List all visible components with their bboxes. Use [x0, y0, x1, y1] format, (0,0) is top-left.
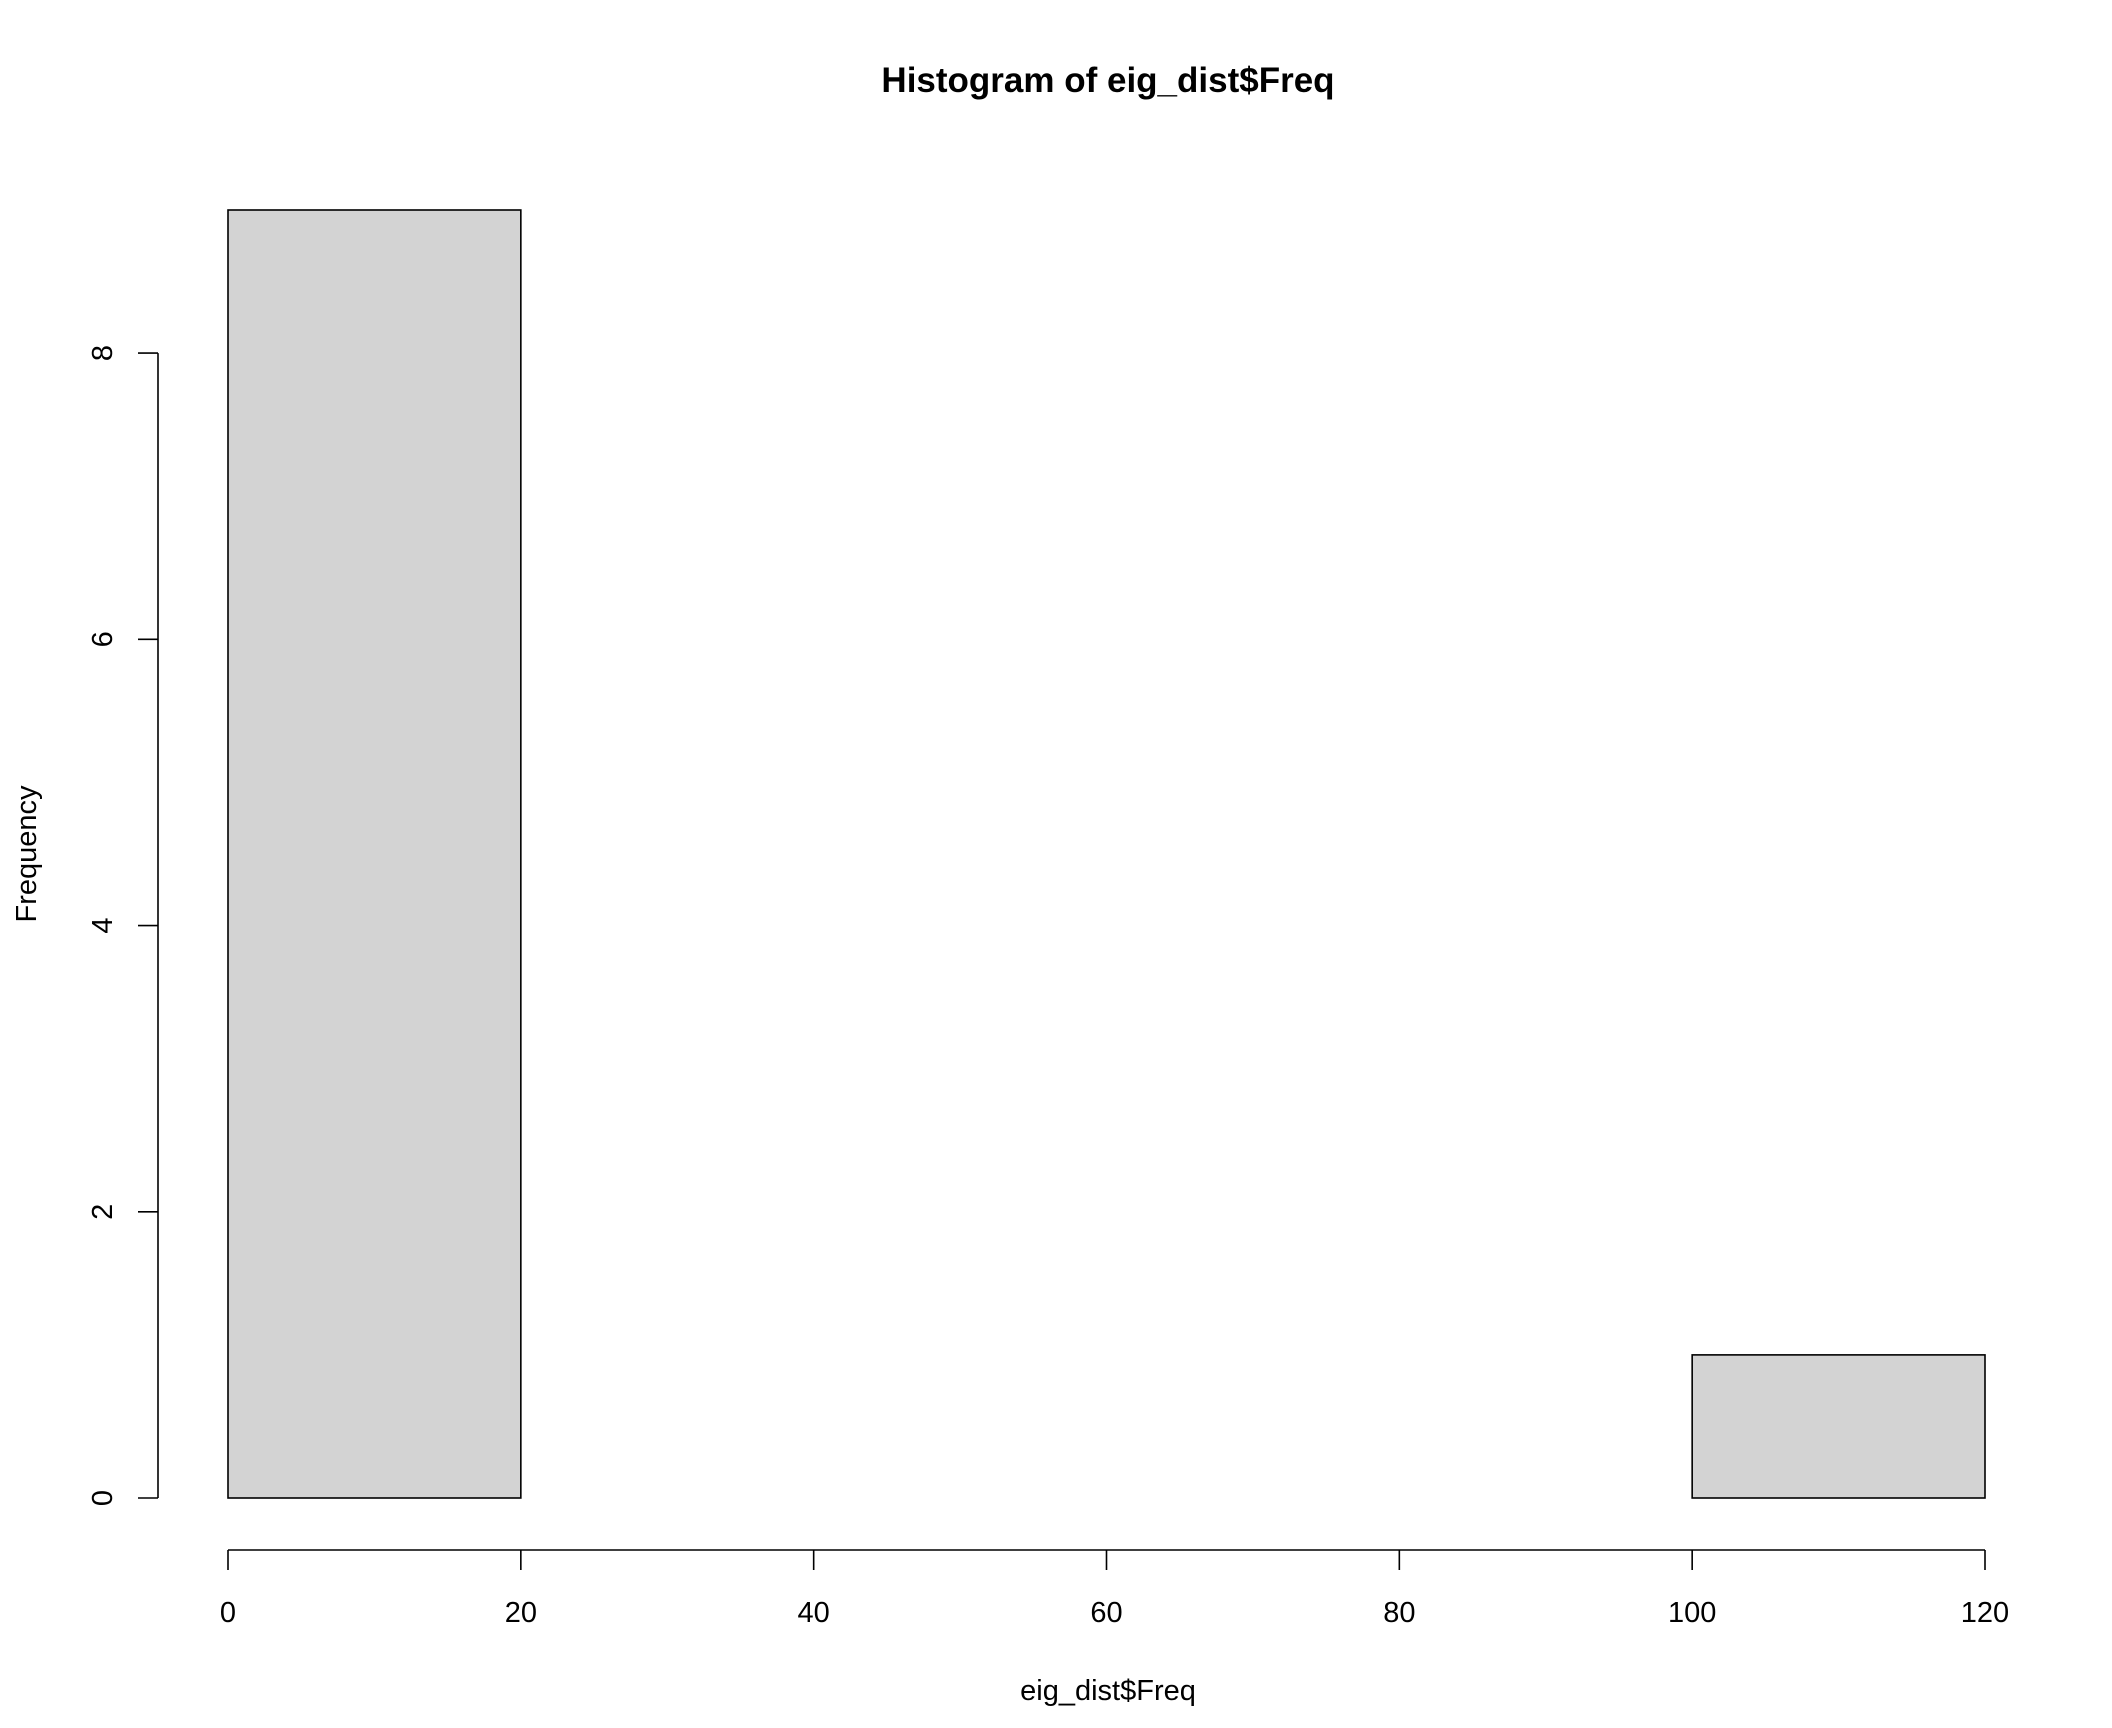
- x-tick-label-3: 60: [1090, 1597, 1122, 1629]
- y-axis-label: Frequency: [11, 785, 43, 923]
- y-axis: 0 2 4 6 8: [87, 345, 159, 1506]
- x-tick-label-5: 100: [1668, 1597, 1716, 1629]
- x-tick-label-1: 20: [505, 1597, 537, 1629]
- x-axis: 0 20 40 60 80 100 120: [220, 1549, 2009, 1629]
- x-axis-label: eig_dist$Freq: [1020, 1675, 1196, 1707]
- x-tick-label-0: 0: [220, 1597, 236, 1629]
- y-tick-label-3: 6: [87, 631, 119, 647]
- bars-group: [227, 209, 1986, 1499]
- y-tick-label-1: 2: [87, 1204, 119, 1220]
- histogram-bar-0: [227, 209, 522, 1499]
- chart-title: Histogram of eig_dist$Freq: [881, 61, 1334, 100]
- x-tick-label-6: 120: [1961, 1597, 2009, 1629]
- y-tick-label-0: 0: [87, 1490, 119, 1506]
- y-tick-label-2: 4: [87, 917, 119, 933]
- x-tick-label-2: 40: [798, 1597, 830, 1629]
- y-tick-label-4: 8: [87, 345, 119, 361]
- x-tick-label-4: 80: [1383, 1597, 1415, 1629]
- histogram-bar-5: [1691, 1354, 1986, 1499]
